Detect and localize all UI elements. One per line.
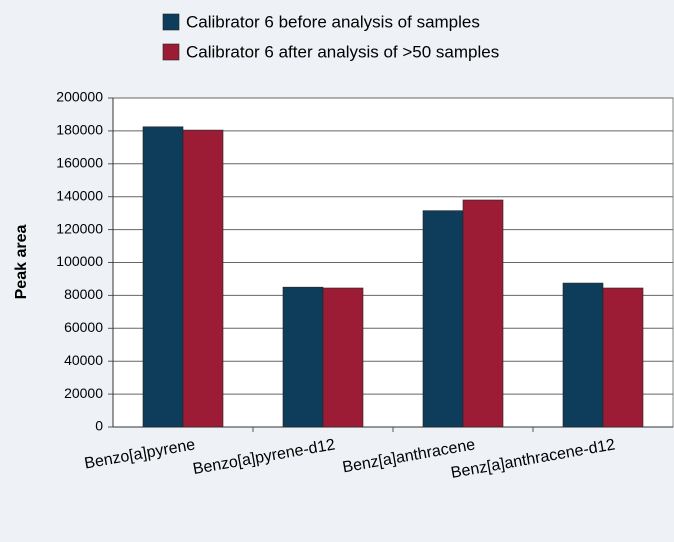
x-tick-label: Benzo[a]pyrene	[83, 436, 196, 472]
y-axis-label: Peak area	[13, 225, 30, 300]
bar	[422, 210, 464, 428]
y-tick-label: 140000	[56, 187, 103, 203]
bar	[282, 286, 324, 428]
legend-swatch	[162, 13, 180, 31]
y-tick-label: 120000	[56, 220, 103, 236]
bar	[182, 129, 224, 428]
bar	[462, 199, 504, 428]
legend-swatch	[162, 43, 180, 61]
y-tick-label: 200000	[56, 89, 103, 105]
bar	[562, 282, 604, 428]
x-tick-label: Benz[a]anthracene-d12	[450, 436, 617, 482]
legend-label: Calibrator 6 after analysis of >50 sampl…	[186, 42, 499, 61]
y-tick-label: 80000	[64, 286, 103, 302]
y-tick-label: 20000	[64, 385, 103, 401]
y-tick-label: 160000	[56, 155, 103, 171]
bar	[142, 126, 184, 428]
x-tick-label: Benzo[a]pyrene-d12	[192, 436, 337, 478]
legend-label: Calibrator 6 before analysis of samples	[186, 12, 480, 31]
y-tick-label: 0	[95, 418, 103, 434]
y-tick-label: 40000	[64, 352, 103, 368]
bar	[602, 287, 644, 428]
y-tick-label: 180000	[56, 122, 103, 138]
y-tick-label: 60000	[64, 319, 103, 335]
bar	[322, 287, 364, 428]
y-tick-label: 100000	[56, 253, 103, 269]
